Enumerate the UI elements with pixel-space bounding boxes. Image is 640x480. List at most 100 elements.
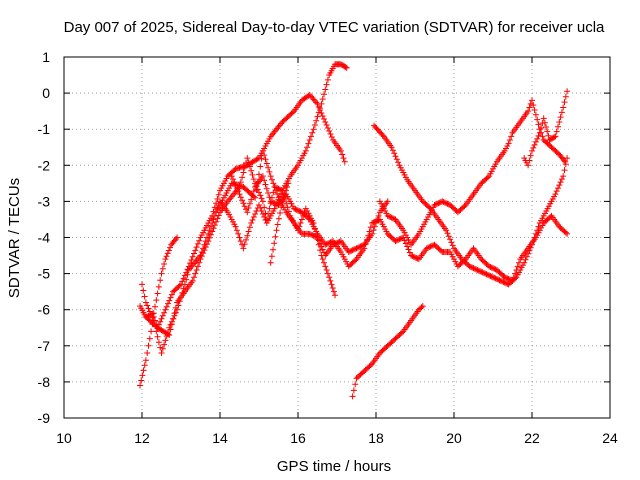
data-point	[267, 198, 274, 205]
data-point	[263, 216, 270, 223]
data-point	[527, 100, 534, 107]
data-point	[154, 290, 161, 297]
data-point	[525, 162, 532, 169]
data-point	[317, 247, 324, 254]
data-point	[145, 342, 152, 349]
data-point	[172, 235, 179, 242]
data-point	[539, 133, 546, 140]
data-point	[211, 222, 218, 229]
data-point	[193, 244, 200, 251]
data-point	[265, 211, 272, 218]
data-point	[357, 243, 364, 250]
data-point	[553, 128, 560, 135]
data-point	[352, 381, 359, 388]
data-point	[269, 199, 275, 206]
data-point	[157, 344, 164, 351]
data-point	[483, 271, 490, 278]
data-point	[418, 304, 425, 311]
data-point	[557, 114, 564, 121]
data-point	[475, 267, 482, 274]
data-point	[467, 263, 474, 270]
data-point	[205, 238, 212, 245]
data-point	[324, 76, 331, 83]
data-point	[271, 183, 278, 190]
data-point	[399, 329, 405, 336]
data-point	[236, 234, 243, 241]
data-point	[249, 217, 256, 224]
data-point	[349, 247, 356, 254]
data-point	[328, 281, 335, 288]
data-point	[148, 328, 155, 335]
data-point	[214, 215, 221, 222]
data-point	[253, 186, 260, 193]
data-point	[241, 164, 248, 171]
data-point	[262, 156, 269, 163]
data-point	[527, 244, 534, 251]
data-point	[241, 241, 248, 248]
data-point	[367, 224, 374, 231]
data-point	[256, 202, 262, 209]
data-point	[168, 291, 175, 298]
data-point	[484, 174, 491, 181]
x-tick-label: 24	[602, 430, 618, 446]
data-point	[250, 193, 257, 200]
data-point	[166, 331, 173, 338]
y-tick-label: -2	[38, 157, 51, 173]
data-point	[318, 100, 325, 107]
data-point	[207, 231, 214, 238]
data-point	[535, 121, 542, 128]
data-point	[304, 144, 311, 151]
data-point	[165, 300, 171, 307]
data-point	[140, 367, 147, 374]
data-point	[430, 242, 437, 249]
data-point	[163, 253, 170, 260]
data-point	[244, 232, 251, 239]
data-point	[317, 105, 324, 112]
data-point	[257, 163, 264, 170]
data-point	[375, 212, 382, 219]
x-tick-label: 20	[446, 430, 462, 446]
data-point	[270, 246, 277, 253]
data-point	[258, 155, 265, 162]
data-point	[526, 104, 533, 111]
data-point	[171, 310, 178, 317]
data-point	[466, 263, 473, 270]
data-point	[285, 180, 292, 187]
data-point	[196, 259, 203, 266]
data-point	[356, 244, 363, 251]
data-point	[443, 200, 450, 207]
data-point	[246, 163, 253, 170]
data-point	[556, 182, 563, 189]
data-point	[248, 196, 255, 203]
data-point	[166, 297, 173, 304]
data-point	[315, 109, 322, 116]
data-point	[315, 237, 322, 244]
data-point	[165, 331, 171, 338]
data-point	[496, 277, 503, 284]
data-point	[262, 210, 269, 217]
data-point	[413, 254, 420, 261]
data-point	[352, 257, 359, 264]
data-point	[445, 233, 452, 240]
data-point	[353, 245, 360, 252]
data-point	[321, 91, 327, 98]
data-point	[293, 206, 300, 213]
data-point	[198, 253, 205, 260]
data-point	[240, 245, 247, 252]
data-point	[165, 247, 172, 254]
data-point	[461, 203, 468, 210]
data-point	[330, 288, 337, 295]
data-point	[269, 176, 275, 183]
data-point	[562, 158, 569, 165]
data-point	[254, 179, 261, 186]
data-point	[272, 187, 279, 194]
data-point	[181, 281, 188, 288]
data-point	[194, 240, 201, 247]
data-point	[267, 173, 274, 180]
data-point	[551, 134, 558, 141]
data-point	[434, 200, 441, 207]
data-point	[350, 387, 357, 394]
data-point	[295, 207, 301, 214]
data-point	[277, 209, 284, 216]
data-point	[309, 129, 316, 136]
